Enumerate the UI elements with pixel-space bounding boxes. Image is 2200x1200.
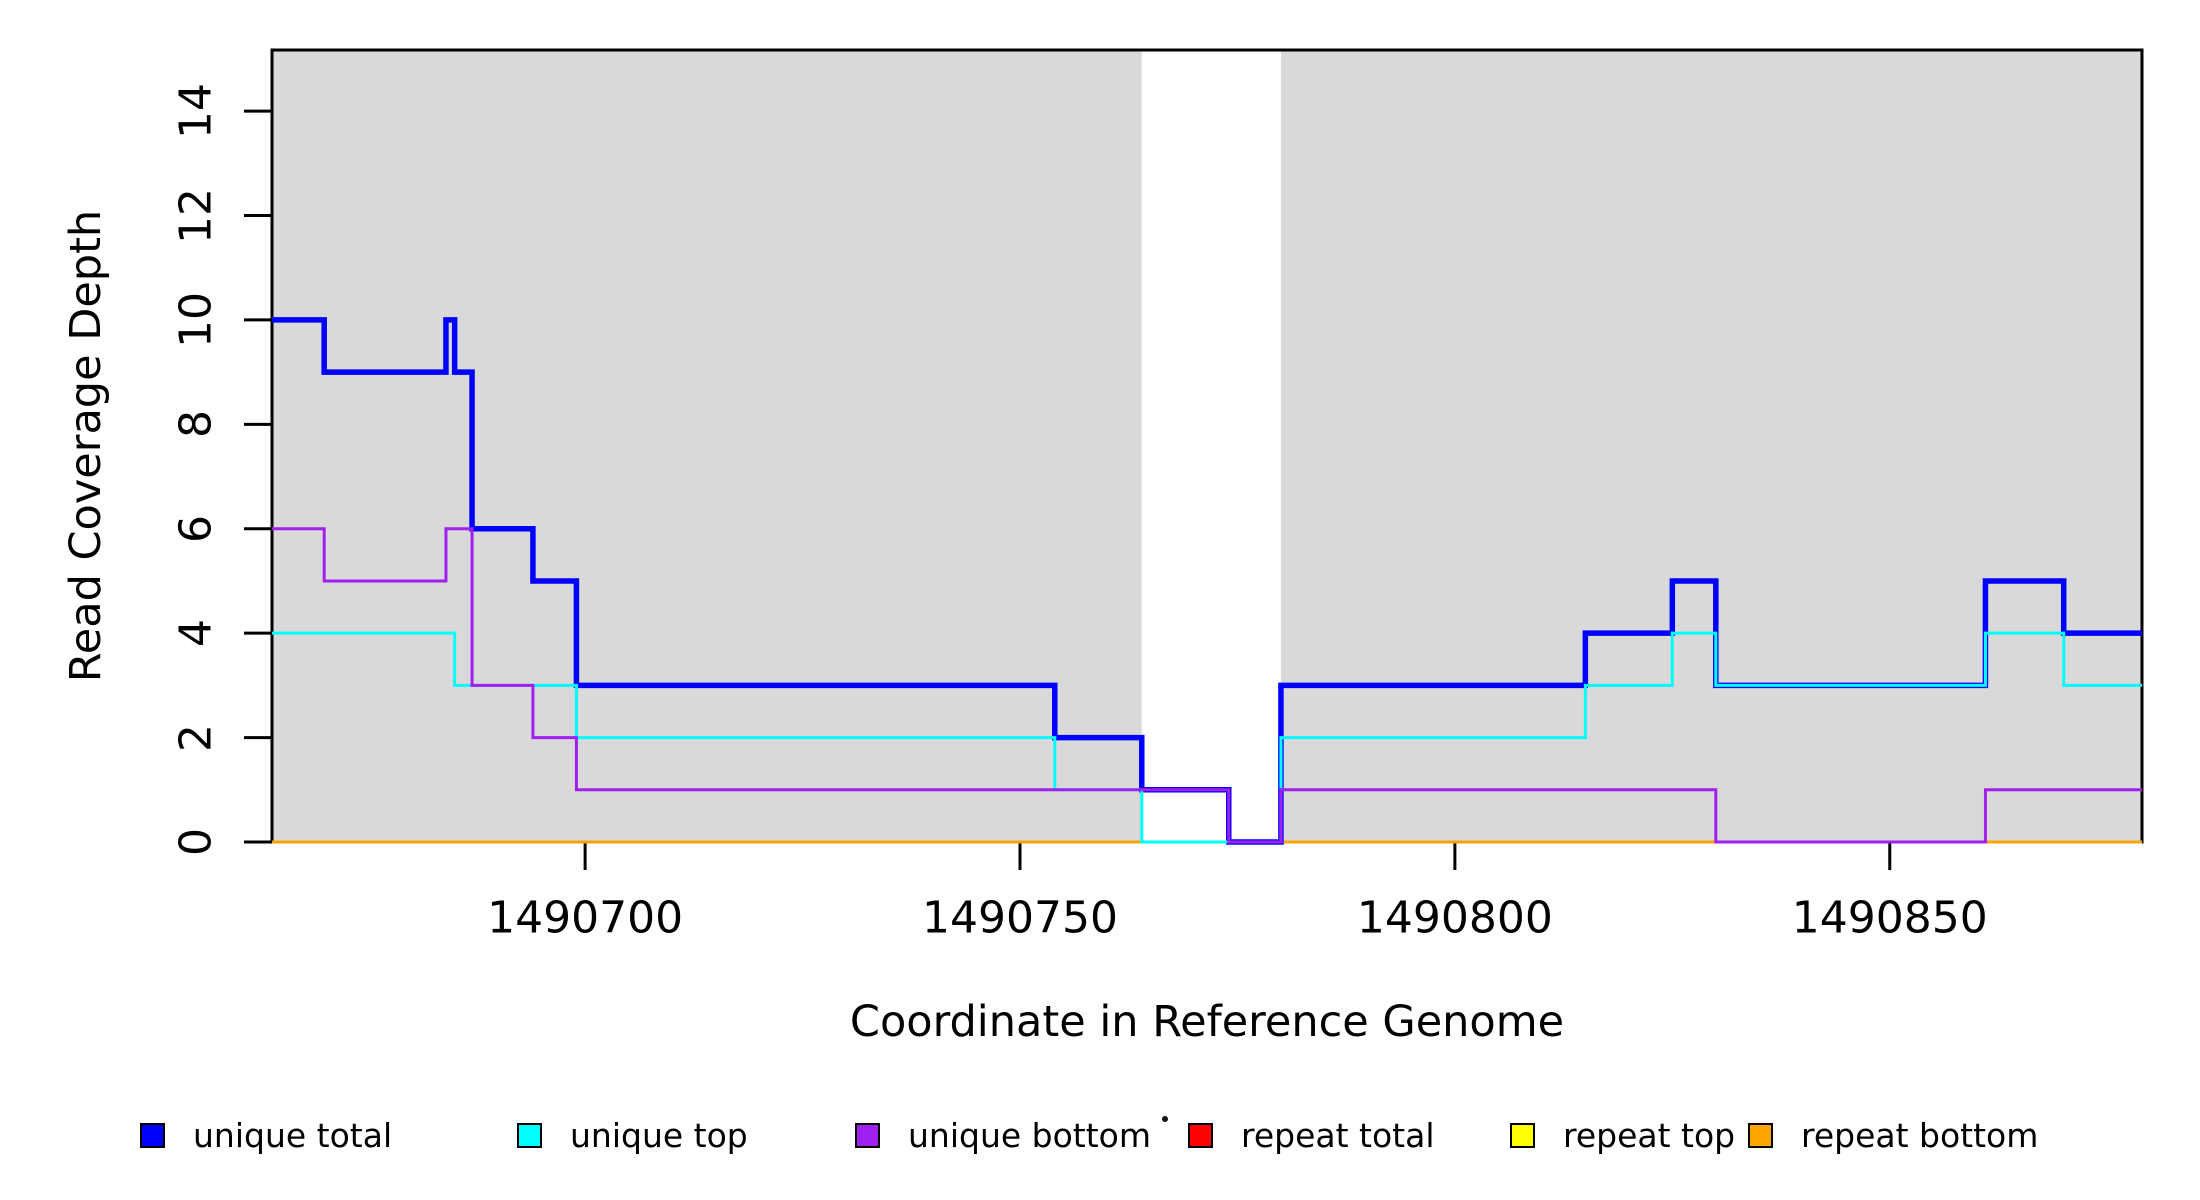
y-tick-label-0: 0 bbox=[170, 828, 222, 856]
legend-entry-unique-bottom: unique bottom bbox=[855, 1116, 1151, 1155]
legend-swatch-unique-total bbox=[140, 1123, 165, 1148]
legend-swatch-unique-bottom bbox=[855, 1123, 880, 1148]
legend-label-repeat-total: repeat total bbox=[1241, 1116, 1435, 1155]
x-axis-title: Coordinate in Reference Genome bbox=[849, 997, 1565, 1047]
legend-entry-unique-total: unique total bbox=[140, 1116, 392, 1155]
legend-swatch-repeat-total bbox=[1188, 1123, 1213, 1148]
legend-swatch-repeat-top bbox=[1510, 1123, 1535, 1148]
legend-entry-unique-top: unique top bbox=[517, 1116, 748, 1155]
x-tick-label-1490750: 1490750 bbox=[922, 892, 1118, 944]
x-tick-label-1490700: 1490700 bbox=[487, 892, 684, 944]
y-tick-label-2: 2 bbox=[170, 723, 222, 752]
y-tick-label-12: 12 bbox=[170, 187, 222, 244]
legend-swatch-repeat-bottom bbox=[1748, 1123, 1773, 1148]
covered-region-right bbox=[1280, 50, 2142, 842]
y-tick-label-6: 6 bbox=[170, 514, 222, 543]
legend-label-repeat-top: repeat top bbox=[1563, 1116, 1736, 1155]
y-axis-title: Read Coverage Depth bbox=[61, 209, 111, 683]
series-line-unique-bottom bbox=[272, 527, 2142, 844]
x-tick-label-1490800: 1490800 bbox=[1356, 892, 1553, 944]
legend-label-unique-bottom: unique bottom bbox=[908, 1116, 1152, 1155]
covered-region-left bbox=[272, 50, 1142, 842]
y-tick-label-10: 10 bbox=[170, 291, 222, 348]
y-tick-label-14: 14 bbox=[170, 83, 222, 140]
y-tick-label-8: 8 bbox=[170, 410, 222, 439]
legend-label-unique-top: unique top bbox=[570, 1116, 748, 1155]
y-tick-label-4: 4 bbox=[170, 619, 222, 648]
legend-entry-repeat-top: repeat top bbox=[1510, 1116, 1735, 1155]
legend-label-repeat-bottom: repeat bottom bbox=[1801, 1116, 2039, 1155]
series-line-unique-top bbox=[272, 631, 2142, 844]
legend-swatch-unique-top bbox=[517, 1123, 542, 1148]
x-tick-label-1490850: 1490850 bbox=[1791, 892, 1988, 944]
legend-label-unique-total: unique total bbox=[193, 1116, 393, 1155]
legend-entry-repeat-bottom: repeat bottom bbox=[1748, 1116, 2038, 1155]
stray-dot-artifact bbox=[1162, 1116, 1168, 1122]
legend-entry-repeat-total: repeat total bbox=[1188, 1116, 1435, 1155]
